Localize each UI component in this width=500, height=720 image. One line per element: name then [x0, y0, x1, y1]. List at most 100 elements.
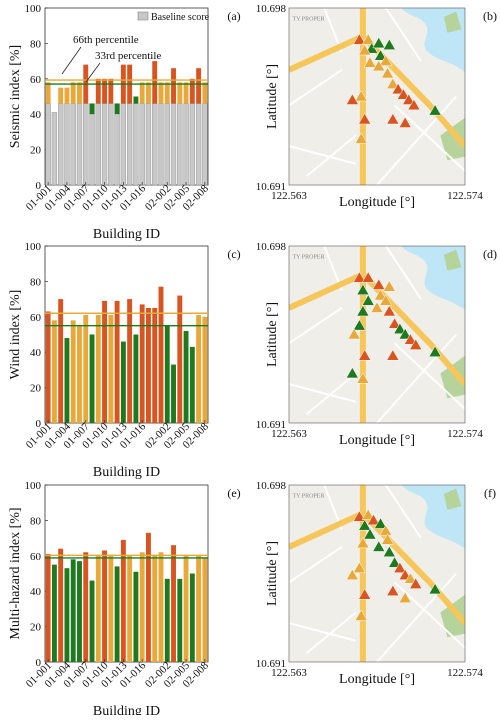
street	[289, 383, 357, 403]
index-bar	[158, 286, 164, 423]
index-bar	[95, 555, 101, 662]
index-bar	[114, 103, 120, 115]
index-bar	[77, 561, 82, 662]
x-axis-title: Building ID	[93, 704, 160, 715]
lat-bottom-label: 10.691	[256, 658, 286, 670]
lat-top-label: 10.698	[256, 241, 287, 253]
index-bar	[114, 566, 120, 662]
building-marker	[382, 304, 396, 317]
index-bar	[51, 564, 57, 662]
street	[289, 145, 357, 165]
index-bar	[189, 346, 195, 423]
major-road	[289, 509, 465, 626]
legend-swatch	[137, 11, 149, 21]
y-tick-label: 100	[25, 480, 42, 492]
index-bar	[83, 315, 89, 423]
map-frame	[288, 245, 466, 424]
street	[393, 581, 465, 649]
building-marker	[372, 59, 386, 72]
index-bar	[108, 315, 114, 423]
baseline-bar	[108, 103, 114, 186]
index-bar	[58, 299, 64, 423]
index-bar	[158, 552, 164, 662]
park-area	[443, 11, 462, 33]
building-marker	[393, 561, 407, 573]
baseline-bar	[58, 103, 64, 186]
index-bar	[139, 82, 145, 104]
index-bar	[164, 325, 170, 423]
lon-right-label: 122.574	[447, 190, 483, 202]
y-tick-label: 100	[25, 3, 42, 15]
building-marker	[379, 524, 393, 536]
building-marker	[386, 349, 400, 361]
building-marker	[352, 561, 366, 573]
index-bar	[95, 315, 101, 423]
building-marker	[404, 572, 417, 584]
building-marker	[386, 77, 400, 89]
index-bar	[77, 82, 82, 104]
building-marker	[409, 338, 423, 350]
index-bar	[196, 68, 202, 104]
index-bar	[64, 568, 70, 662]
map-tile-label: TY PROPER	[293, 254, 325, 260]
building-marker	[393, 322, 407, 334]
plot-frame	[44, 484, 209, 663]
park-area	[440, 594, 465, 638]
baseline-bar	[145, 103, 152, 186]
building-marker	[402, 93, 416, 105]
index-bar	[145, 82, 151, 104]
street	[289, 622, 357, 642]
baseline-bar	[152, 103, 158, 186]
building-marker	[356, 536, 370, 549]
index-bar	[83, 552, 89, 662]
building-marker	[358, 349, 372, 361]
street	[393, 342, 465, 410]
baseline-bar	[189, 103, 195, 186]
index-bar	[189, 78, 195, 104]
street	[376, 95, 457, 185]
panel-label: (c)	[227, 247, 240, 261]
panel-label: (d)	[483, 247, 497, 261]
index-bar	[171, 68, 176, 104]
building-marker	[352, 271, 366, 283]
baseline-bar	[114, 103, 120, 186]
street	[289, 307, 343, 345]
building-marker	[374, 517, 387, 529]
y-axis-title: Seismic index [%]	[8, 45, 23, 148]
map-tile-label: TY PROPER	[293, 493, 325, 499]
y-tick-label: 20	[30, 622, 42, 634]
street	[376, 572, 457, 662]
index-bar	[89, 334, 95, 423]
panel-label: (b)	[483, 9, 497, 23]
panel-label: (a)	[227, 9, 240, 23]
baseline-bar	[183, 103, 189, 186]
building-marker	[404, 333, 417, 345]
baseline-bar	[139, 103, 145, 186]
baseline-bar	[158, 103, 164, 186]
index-bar	[89, 580, 95, 662]
building-marker	[409, 577, 423, 589]
street	[384, 246, 422, 300]
building-marker	[358, 588, 372, 600]
building-marker	[363, 56, 377, 68]
baseline-bar	[89, 103, 95, 186]
index-bar	[183, 82, 189, 104]
x-axis-title: Building ID	[93, 465, 160, 480]
index-bar	[77, 325, 82, 423]
annotation-66: 66th percentile	[73, 34, 139, 46]
index-bar	[58, 87, 64, 104]
building-marker	[398, 327, 412, 340]
baseline-bar	[120, 103, 127, 186]
index-bar	[64, 87, 70, 104]
building-marker	[379, 54, 393, 66]
annotation-33-arrow	[85, 62, 101, 83]
index-bar	[45, 311, 51, 423]
index-bar	[102, 78, 108, 104]
building-marker	[388, 556, 402, 568]
y-tick-label: 0	[36, 180, 42, 192]
street	[393, 104, 465, 172]
lat-top-label: 10.698	[256, 3, 287, 15]
building-marker	[372, 540, 386, 552]
index-bar	[183, 330, 189, 423]
